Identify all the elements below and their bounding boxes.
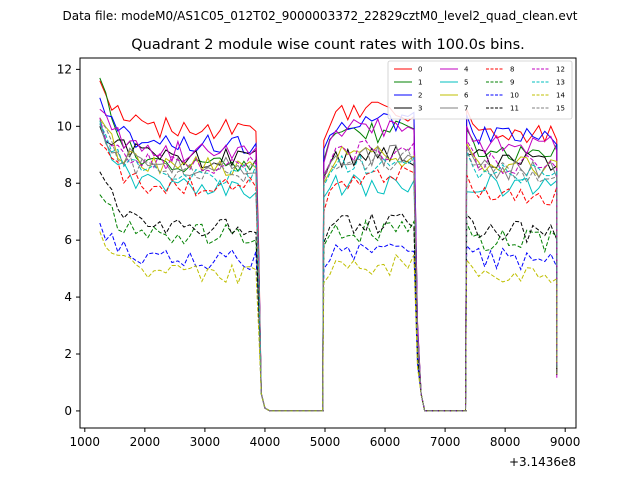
legend-label-10: 10 <box>510 92 519 100</box>
series-line-1 <box>99 77 558 412</box>
legend-label-4: 4 <box>464 66 469 74</box>
series-line-11 <box>99 171 558 412</box>
x-tick-label: 2000 <box>130 435 161 449</box>
axes-frame <box>80 58 576 428</box>
legend-label-3: 3 <box>418 105 422 113</box>
series-line-10 <box>99 222 558 412</box>
legend-label-1: 1 <box>418 79 422 87</box>
legend-label-0: 0 <box>418 66 422 74</box>
legend-box <box>387 60 573 120</box>
chart-suptitle: Data file: modeM0/AS1C05_012T02_90000033… <box>62 9 577 23</box>
x-tick-label: 9000 <box>550 435 581 449</box>
x-tick-label: 8000 <box>490 435 521 449</box>
x-axis: 1000 2000 3000 4000 5000 6000 7000 8000 9000 <box>70 428 581 449</box>
plot-area: 1000 2000 3000 4000 5000 6000 7000 8000 9000 0 2 4… <box>57 57 581 449</box>
x-tick-label: 4000 <box>250 435 281 449</box>
legend-label-11: 11 <box>510 105 519 113</box>
legend-label-15: 15 <box>556 105 565 113</box>
series-line-12 <box>99 117 558 412</box>
legend-label-7: 7 <box>464 105 468 113</box>
x-axis-offset-label: +3.1436e8 <box>509 455 576 469</box>
y-tick-label: 10 <box>57 119 72 133</box>
y-axis: 0 2 4 6 8 10 12 <box>57 62 80 418</box>
legend-label-6: 6 <box>464 92 469 100</box>
y-tick-label: 8 <box>64 176 72 190</box>
legend-label-12: 12 <box>556 66 565 74</box>
legend-label-9: 9 <box>510 79 514 87</box>
legend-label-14: 14 <box>556 92 565 100</box>
y-tick-label: 2 <box>64 347 72 361</box>
series-line-14 <box>99 231 558 412</box>
x-tick-label: 3000 <box>190 435 221 449</box>
x-tick-label: 5000 <box>310 435 341 449</box>
y-tick-label: 6 <box>64 233 72 247</box>
x-tick-label: 1000 <box>70 435 101 449</box>
series-layer <box>99 77 558 412</box>
y-tick-label: 12 <box>57 62 72 76</box>
x-tick-label: 7000 <box>430 435 461 449</box>
series-line-7 <box>99 123 558 412</box>
series-line-9 <box>99 194 558 412</box>
legend-label-2: 2 <box>418 92 422 100</box>
x-tick-label: 6000 <box>370 435 401 449</box>
series-line-0 <box>99 80 558 412</box>
series-line-4 <box>99 108 558 412</box>
legend-label-13: 13 <box>556 79 565 87</box>
series-line-8 <box>99 143 558 412</box>
series-line-3 <box>99 126 558 412</box>
y-tick-label: 4 <box>64 290 72 304</box>
chart-title: Quadrant 2 module wise count rates with … <box>131 37 525 53</box>
series-line-13 <box>99 123 558 412</box>
y-tick-label: 0 <box>64 404 72 418</box>
legend-label-8: 8 <box>510 66 514 74</box>
legend-label-5: 5 <box>464 79 468 87</box>
axes-border <box>79 57 577 429</box>
